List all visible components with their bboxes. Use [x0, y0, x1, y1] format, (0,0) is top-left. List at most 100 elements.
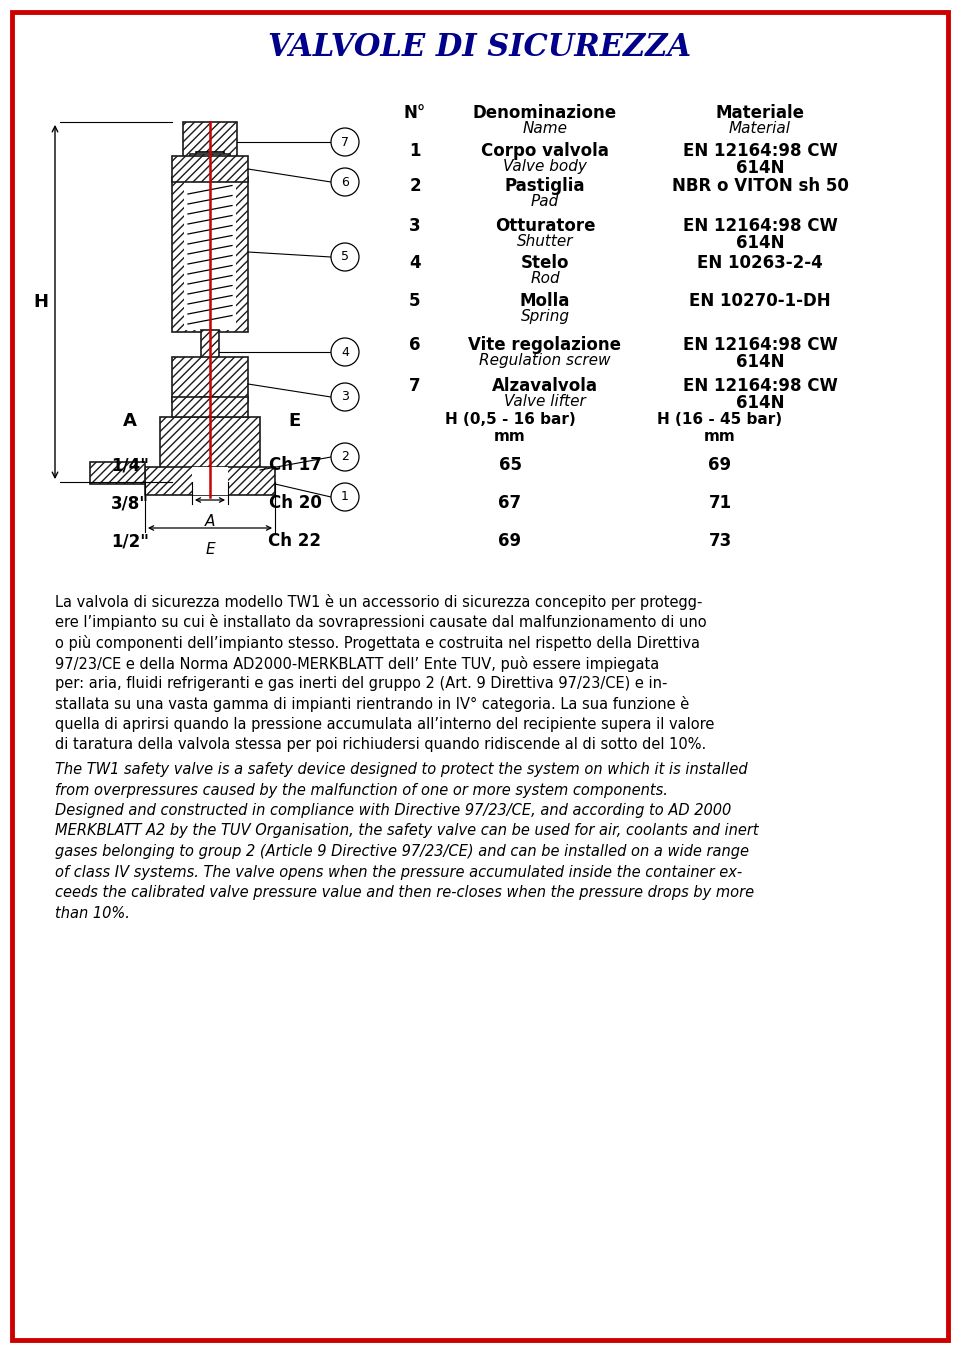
Text: E: E — [205, 542, 215, 557]
Bar — [172, 357, 248, 402]
Bar — [145, 466, 275, 495]
Bar — [172, 177, 248, 333]
Text: from overpressures caused by the malfunction of one or more system components.: from overpressures caused by the malfunc… — [55, 783, 668, 798]
Bar — [190, 154, 230, 183]
Circle shape — [331, 443, 359, 470]
Text: ere l’impianto su cui è installato da sovrapressioni causate dal malfunzionament: ere l’impianto su cui è installato da so… — [55, 615, 707, 630]
Text: H (16 - 45 bar): H (16 - 45 bar) — [658, 412, 782, 427]
Circle shape — [331, 168, 359, 196]
Text: 6: 6 — [341, 176, 348, 188]
Text: A: A — [204, 514, 215, 529]
Text: EN 12164:98 CW: EN 12164:98 CW — [683, 377, 837, 395]
Text: 7: 7 — [409, 377, 420, 395]
Bar — [201, 330, 219, 362]
Text: Corpo valvola: Corpo valvola — [481, 142, 609, 160]
Text: Ch 17: Ch 17 — [269, 456, 322, 475]
Text: 614N: 614N — [735, 353, 784, 370]
Text: 614N: 614N — [735, 234, 784, 251]
Text: 2: 2 — [341, 450, 348, 464]
Text: Alzavalvola: Alzavalvola — [492, 377, 598, 395]
Text: than 10%.: than 10%. — [55, 906, 130, 921]
Text: 7: 7 — [341, 135, 349, 149]
Text: Materiale: Materiale — [715, 104, 804, 122]
Circle shape — [331, 128, 359, 155]
Text: EN 10270-1-DH: EN 10270-1-DH — [689, 292, 830, 310]
Text: quella di aprirsi quando la pressione accumulata all’interno del recipiente supe: quella di aprirsi quando la pressione ac… — [55, 717, 714, 731]
Text: Stelo: Stelo — [520, 254, 569, 272]
Text: Name: Name — [522, 120, 567, 137]
Text: 5: 5 — [409, 292, 420, 310]
Text: 1: 1 — [409, 142, 420, 160]
Bar — [200, 397, 220, 422]
Text: La valvola di sicurezza modello TW1 è un accessorio di sicurezza concepito per p: La valvola di sicurezza modello TW1 è un… — [55, 594, 703, 610]
Text: Valve lifter: Valve lifter — [504, 393, 586, 410]
Text: Rod: Rod — [530, 270, 560, 287]
Text: 3: 3 — [341, 391, 348, 403]
Text: mm: mm — [704, 429, 736, 443]
Text: Designed and constructed in compliance with Directive 97/23/CE, and according to: Designed and constructed in compliance w… — [55, 803, 732, 818]
Text: 4: 4 — [341, 346, 348, 358]
Text: A: A — [123, 412, 137, 430]
Bar — [90, 462, 145, 484]
Text: Material: Material — [729, 120, 791, 137]
Bar — [196, 151, 224, 162]
Text: Regulation screw: Regulation screw — [479, 353, 611, 368]
Text: Pad: Pad — [531, 193, 559, 210]
Text: 73: 73 — [708, 531, 732, 550]
Text: 1/4": 1/4" — [111, 456, 149, 475]
Text: Valve body: Valve body — [503, 160, 587, 174]
Text: N°: N° — [404, 104, 426, 122]
Bar — [172, 155, 248, 183]
Text: Shutter: Shutter — [516, 234, 573, 249]
Circle shape — [331, 383, 359, 411]
Text: 67: 67 — [498, 493, 521, 512]
Text: Pastiglia: Pastiglia — [505, 177, 586, 195]
Text: di taratura della valvola stessa per poi richiudersi quando ridiscende al di sot: di taratura della valvola stessa per poi… — [55, 737, 707, 753]
Text: mm: mm — [494, 429, 526, 443]
Text: VALVOLE DI SICUREZZA: VALVOLE DI SICUREZZA — [269, 31, 691, 62]
Text: NBR o VITON sh 50: NBR o VITON sh 50 — [672, 177, 849, 195]
Text: Otturatore: Otturatore — [494, 218, 595, 235]
Text: o più componenti dell’impianto stesso. Progettata e costruita nel rispetto della: o più componenti dell’impianto stesso. P… — [55, 635, 700, 652]
Text: EN 12164:98 CW: EN 12164:98 CW — [683, 218, 837, 235]
Text: 69: 69 — [708, 456, 732, 475]
Text: Molla: Molla — [519, 292, 570, 310]
Text: 2: 2 — [409, 177, 420, 195]
Text: EN 12164:98 CW: EN 12164:98 CW — [683, 337, 837, 354]
Bar — [184, 178, 236, 330]
Text: H (0,5 - 16 bar): H (0,5 - 16 bar) — [444, 412, 575, 427]
Text: E: E — [289, 412, 301, 430]
Text: per: aria, fluidi refrigeranti e gas inerti del gruppo 2 (Art. 9 Direttiva 97/23: per: aria, fluidi refrigeranti e gas ine… — [55, 676, 667, 691]
Text: 1: 1 — [341, 491, 348, 503]
Text: Spring: Spring — [520, 310, 569, 324]
Text: 97/23/CE e della Norma AD2000-MERKBLATT dell’ Ente TUV, può essere impiegata: 97/23/CE e della Norma AD2000-MERKBLATT … — [55, 656, 660, 672]
Text: of class IV systems. The valve opens when the pressure accumulated inside the co: of class IV systems. The valve opens whe… — [55, 864, 742, 880]
Circle shape — [331, 483, 359, 511]
Text: 614N: 614N — [735, 393, 784, 412]
Bar — [160, 416, 260, 472]
Text: Denominazione: Denominazione — [473, 104, 617, 122]
Circle shape — [331, 243, 359, 270]
Text: 5: 5 — [341, 250, 349, 264]
Text: H: H — [34, 293, 49, 311]
Text: 3: 3 — [409, 218, 420, 235]
Text: 3/8": 3/8" — [111, 493, 149, 512]
Text: ceeds the calibrated valve pressure value and then re-closes when the pressure d: ceeds the calibrated valve pressure valu… — [55, 886, 755, 900]
Text: 4: 4 — [409, 254, 420, 272]
Text: 65: 65 — [498, 456, 521, 475]
Text: EN 10263-2-4: EN 10263-2-4 — [697, 254, 823, 272]
Text: stallata su una vasta gamma di impianti rientrando in IV° categoria. La sua funz: stallata su una vasta gamma di impianti … — [55, 696, 689, 713]
Text: gases belonging to group 2 (Article 9 Directive 97/23/CE) and can be installed o: gases belonging to group 2 (Article 9 Di… — [55, 844, 749, 859]
Text: 71: 71 — [708, 493, 732, 512]
Text: 69: 69 — [498, 531, 521, 550]
Text: The TW1 safety valve is a safety device designed to protect the system on which : The TW1 safety valve is a safety device … — [55, 763, 748, 777]
Text: Ch 22: Ch 22 — [269, 531, 322, 550]
Text: MERKBLATT A2 by the TUV Organisation, the safety valve can be used for air, cool: MERKBLATT A2 by the TUV Organisation, th… — [55, 823, 758, 838]
Text: 1/2": 1/2" — [111, 531, 149, 550]
Text: 6: 6 — [409, 337, 420, 354]
Text: Ch 20: Ch 20 — [269, 493, 322, 512]
Text: 614N: 614N — [735, 160, 784, 177]
Bar — [192, 466, 228, 495]
Text: Vite regolazione: Vite regolazione — [468, 337, 621, 354]
Text: EN 12164:98 CW: EN 12164:98 CW — [683, 142, 837, 160]
